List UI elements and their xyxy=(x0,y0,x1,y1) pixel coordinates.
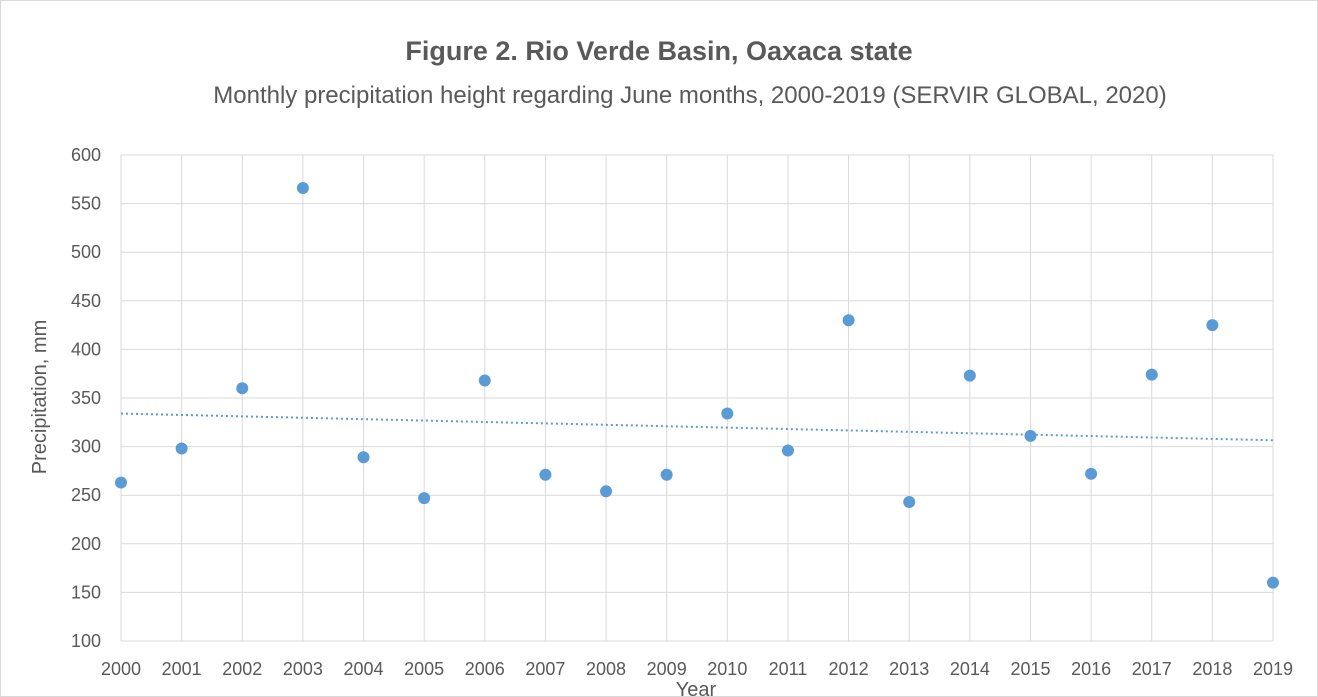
x-tick-label: 2011 xyxy=(769,659,808,679)
x-axis-ticks: 2000 2001 2002 2003 2004 2005 2006 2007 2008 2009… xyxy=(101,659,1293,679)
x-tick-label: 2008 xyxy=(586,659,626,679)
x-axis-title: Year xyxy=(676,679,717,697)
data-point-2011 xyxy=(781,444,794,457)
y-tick-label: 500 xyxy=(71,242,101,262)
data-point-2015 xyxy=(1024,429,1037,442)
data-point-2007 xyxy=(539,468,552,481)
x-tick-label: 2010 xyxy=(707,659,747,679)
x-tick-label: 2018 xyxy=(1192,659,1232,679)
data-point-2009 xyxy=(660,468,673,481)
data-point-2019 xyxy=(1267,576,1279,589)
y-tick-label: 250 xyxy=(71,485,101,505)
x-tick-label: 2001 xyxy=(162,659,202,679)
x-tick-label: 2015 xyxy=(1010,659,1050,679)
x-tick-label: 2002 xyxy=(222,659,262,679)
data-point-2016 xyxy=(1085,467,1098,480)
data-point-2018 xyxy=(1206,319,1219,332)
y-tick-label: 350 xyxy=(71,388,101,408)
data-points xyxy=(115,182,1279,589)
data-point-2013 xyxy=(903,496,916,509)
x-tick-label: 2019 xyxy=(1253,659,1293,679)
y-axis-ticks: 100 150 200 250 300 350 400 450 500 550 600 xyxy=(71,145,101,651)
trendline xyxy=(120,412,1274,442)
chart-title: Figure 2. Rio Verde Basin, Oaxaca state xyxy=(405,36,913,66)
chart-subtitle: Monthly precipitation height regarding J… xyxy=(213,82,1167,109)
y-tick-label: 600 xyxy=(71,145,101,165)
y-tick-label: 100 xyxy=(71,631,101,651)
data-point-2000 xyxy=(115,476,127,489)
x-tick-label: 2014 xyxy=(950,659,990,679)
x-tick-label: 2009 xyxy=(647,659,687,679)
x-tick-label: 2005 xyxy=(404,659,444,679)
data-point-2005 xyxy=(418,492,431,505)
y-tick-label: 300 xyxy=(71,437,101,457)
x-tick-label: 2007 xyxy=(525,659,565,679)
y-tick-label: 450 xyxy=(71,291,101,311)
x-tick-label: 2000 xyxy=(101,659,141,679)
data-point-2010 xyxy=(721,407,734,420)
x-tick-label: 2004 xyxy=(344,659,384,679)
y-tick-label: 150 xyxy=(71,582,101,602)
trendline-line xyxy=(120,412,1274,442)
y-tick-label: 550 xyxy=(71,194,101,214)
y-tick-label: 200 xyxy=(71,534,101,554)
x-tick-label: 2017 xyxy=(1132,659,1172,679)
data-point-2012 xyxy=(842,314,855,327)
data-point-2014 xyxy=(963,369,976,382)
x-tick-label: 2003 xyxy=(283,659,323,679)
x-tick-label: 2012 xyxy=(829,659,869,679)
y-axis-title: Precipitation, mm xyxy=(29,320,51,475)
data-point-2017 xyxy=(1145,368,1158,381)
data-point-2008 xyxy=(600,485,613,498)
data-point-2004 xyxy=(357,451,370,464)
x-tick-label: 2013 xyxy=(889,659,929,679)
x-tick-label: 2006 xyxy=(465,659,505,679)
data-point-2006 xyxy=(478,374,491,387)
grid xyxy=(120,154,1274,642)
data-point-2002 xyxy=(236,382,249,395)
y-tick-label: 400 xyxy=(71,339,101,359)
x-tick-label: 2016 xyxy=(1071,659,1111,679)
data-point-2003 xyxy=(296,182,309,195)
data-point-2001 xyxy=(175,442,188,455)
